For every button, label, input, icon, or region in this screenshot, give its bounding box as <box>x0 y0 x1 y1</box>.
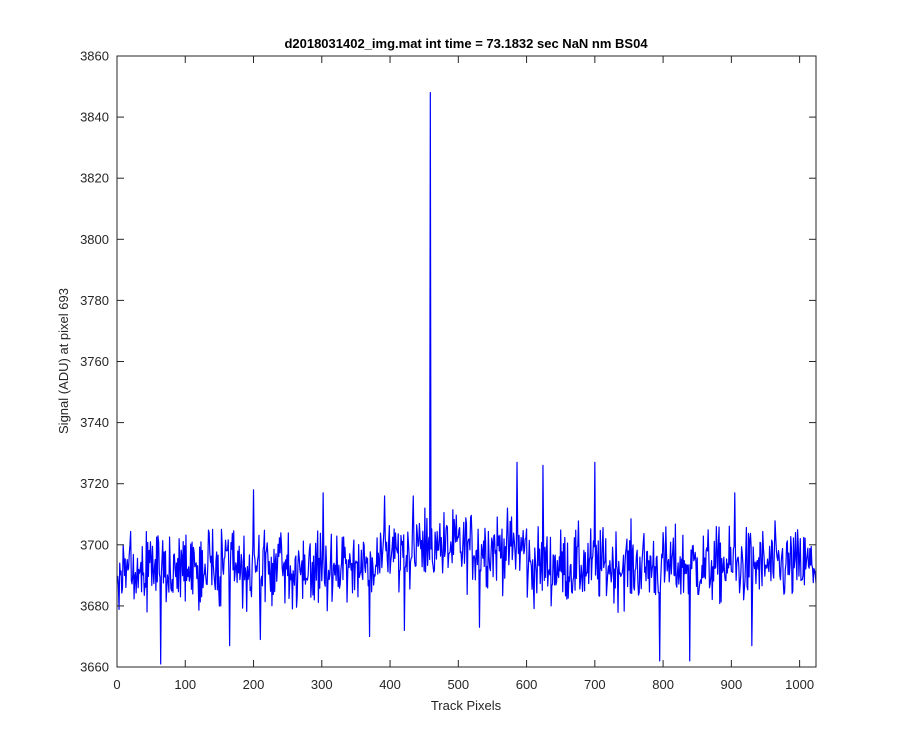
x-tick-label: 900 <box>721 677 743 692</box>
x-tick-label: 600 <box>516 677 538 692</box>
y-tick-label: 3760 <box>80 354 109 369</box>
y-tick-label: 3720 <box>80 476 109 491</box>
x-axis-label: Track Pixels <box>431 698 502 713</box>
y-tick-label: 3740 <box>80 415 109 430</box>
x-tick-label: 200 <box>243 677 265 692</box>
y-tick-label: 3700 <box>80 537 109 552</box>
x-tick-label: 300 <box>311 677 333 692</box>
x-axis-ticks: 0 100 200 300 400 500 600 700 800 900 1000 <box>113 56 814 692</box>
y-tick-label: 3820 <box>80 171 109 186</box>
x-tick-label: 500 <box>447 677 469 692</box>
chart-title: d2018031402_img.mat int time = 73.1832 s… <box>284 36 648 51</box>
y-tick-label: 3840 <box>80 110 109 125</box>
x-tick-label: 0 <box>113 677 120 692</box>
x-tick-label: 1000 <box>785 677 814 692</box>
series-line <box>117 92 817 665</box>
x-tick-label: 100 <box>174 677 196 692</box>
series-layer <box>117 92 817 665</box>
y-tick-label: 3800 <box>80 232 109 247</box>
y-tick-label: 3860 <box>80 49 109 64</box>
y-axis-label: Signal (ADU) at pixel 693 <box>56 288 71 434</box>
y-tick-label: 3780 <box>80 293 109 308</box>
x-tick-label: 400 <box>379 677 401 692</box>
y-tick-label: 3660 <box>80 660 109 675</box>
y-axis-ticks: 3660 3680 3700 3720 3740 3760 3780 3800 3820 3840… <box>80 49 816 675</box>
y-tick-label: 3680 <box>80 598 109 613</box>
x-tick-label: 700 <box>584 677 606 692</box>
x-tick-label: 800 <box>652 677 674 692</box>
